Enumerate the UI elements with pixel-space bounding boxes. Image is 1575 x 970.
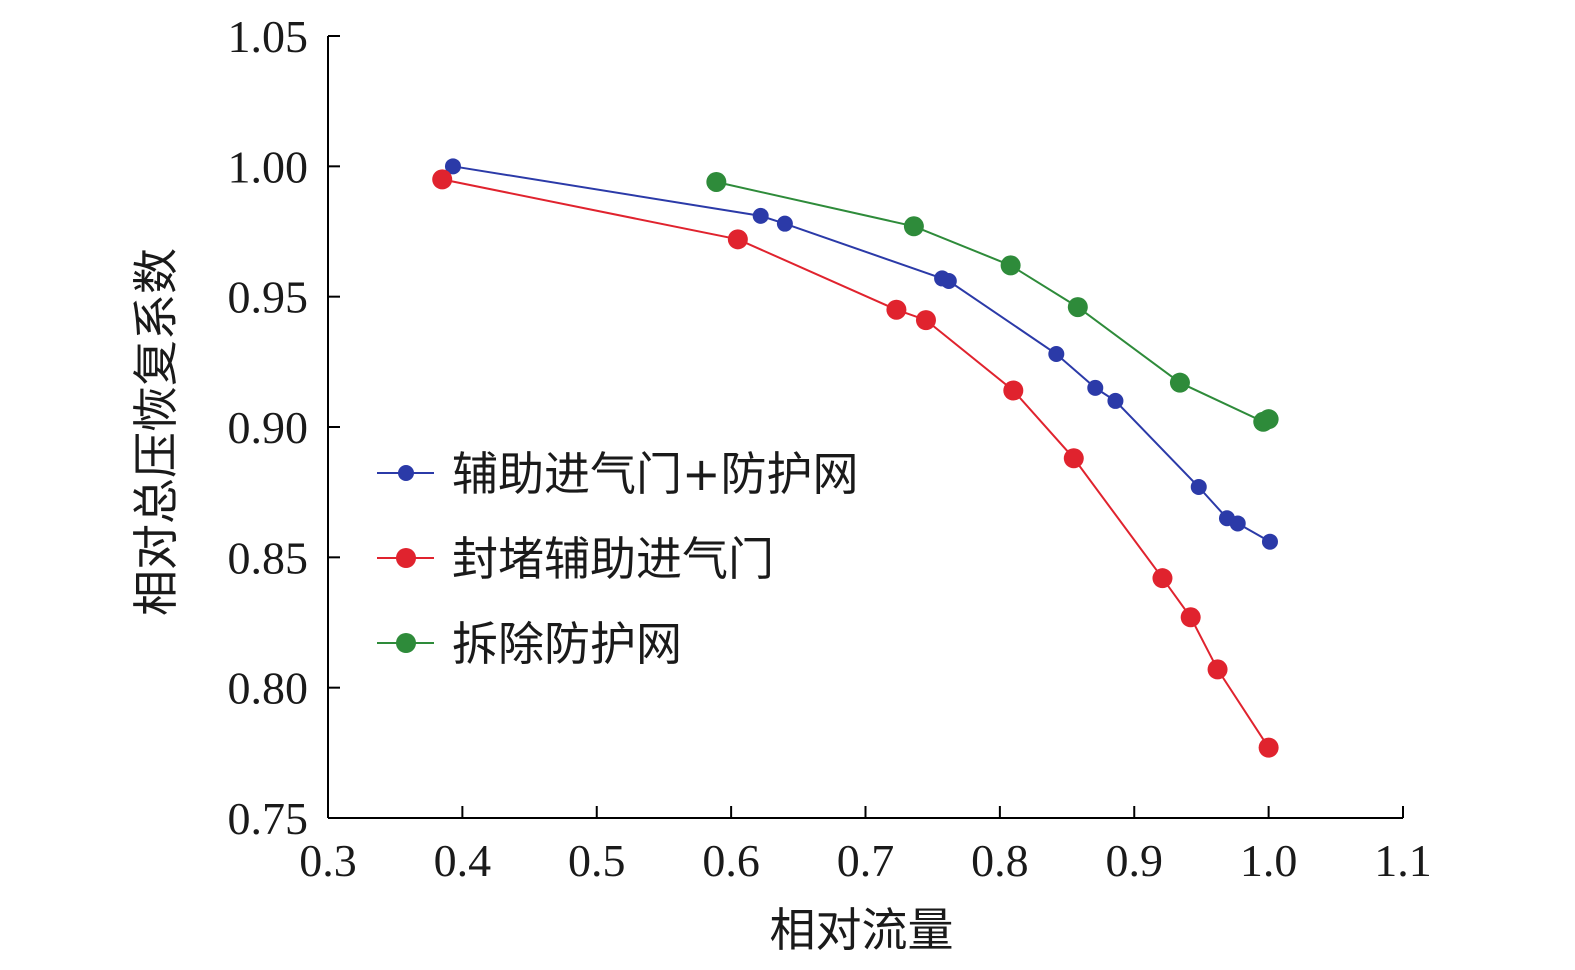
legend-label: 拆除防护网 <box>452 617 682 671</box>
y-tick-label: 0.90 <box>228 402 309 453</box>
data-point <box>1107 392 1124 409</box>
data-point <box>1067 297 1088 318</box>
data-point <box>1063 448 1084 469</box>
x-tick-label: 0.6 <box>702 835 760 886</box>
data-point <box>1258 409 1279 430</box>
x-tick-label: 0.8 <box>971 835 1029 886</box>
x-tick-label: 0.5 <box>568 835 626 886</box>
legend-marker <box>398 465 414 481</box>
data-point <box>903 216 924 237</box>
data-point <box>432 169 453 190</box>
y-tick-label: 0.75 <box>228 793 309 844</box>
x-tick-label: 0.9 <box>1106 835 1164 886</box>
data-point <box>1003 380 1024 401</box>
data-point <box>1000 255 1021 276</box>
series-2 <box>706 171 1279 432</box>
data-point <box>727 229 748 250</box>
data-point <box>752 207 769 224</box>
data-point <box>1261 533 1278 550</box>
legend-marker <box>396 633 416 653</box>
data-point <box>1207 659 1228 680</box>
data-point <box>886 299 907 320</box>
y-tick-label: 1.05 <box>228 11 309 62</box>
data-point <box>915 310 936 331</box>
x-tick-label: 0.7 <box>837 835 895 886</box>
y-axis-title: 相对总压恢复系数 <box>129 248 183 616</box>
legend-label: 辅助进气门+防护网 <box>452 447 859 501</box>
x-tick-label: 1.0 <box>1240 835 1298 886</box>
x-tick-label: 1.1 <box>1374 835 1432 886</box>
data-point <box>706 171 727 192</box>
x-axis-title: 相对流量 <box>770 903 954 957</box>
axis-ticks: 0.3 0.4 0.5 0.6 0.7 0.8 0.9 1.0 1.1 0.75 0.80 0.85 0… <box>228 11 1432 886</box>
legend-item: 辅助进气门+防护网 <box>377 447 859 501</box>
legend-label: 封堵辅助进气门 <box>452 532 774 586</box>
legend-item: 封堵辅助进气门 <box>377 532 774 586</box>
axes <box>327 36 1403 819</box>
series-0 <box>444 158 1278 550</box>
data-point <box>1180 607 1201 628</box>
data-point <box>1258 737 1279 758</box>
series-line <box>442 178 1270 749</box>
series-layer <box>432 158 1279 758</box>
x-tick-label: 0.3 <box>299 835 357 886</box>
y-tick-label: 0.85 <box>228 532 309 583</box>
series-1 <box>432 169 1279 758</box>
data-point <box>1048 346 1065 363</box>
y-tick-label: 1.00 <box>228 141 309 192</box>
y-tick-label: 0.80 <box>228 663 309 714</box>
data-point <box>1190 478 1207 495</box>
data-point <box>1229 515 1246 532</box>
data-point <box>1169 372 1190 393</box>
x-tick-label: 0.4 <box>434 835 492 886</box>
data-point <box>776 215 793 232</box>
data-point <box>444 158 461 175</box>
data-point <box>1152 568 1173 589</box>
data-point <box>940 273 957 290</box>
data-point <box>1087 379 1104 396</box>
legend-item: 拆除防护网 <box>377 617 682 671</box>
legend-marker <box>396 548 416 568</box>
y-tick-label: 0.95 <box>228 272 309 323</box>
